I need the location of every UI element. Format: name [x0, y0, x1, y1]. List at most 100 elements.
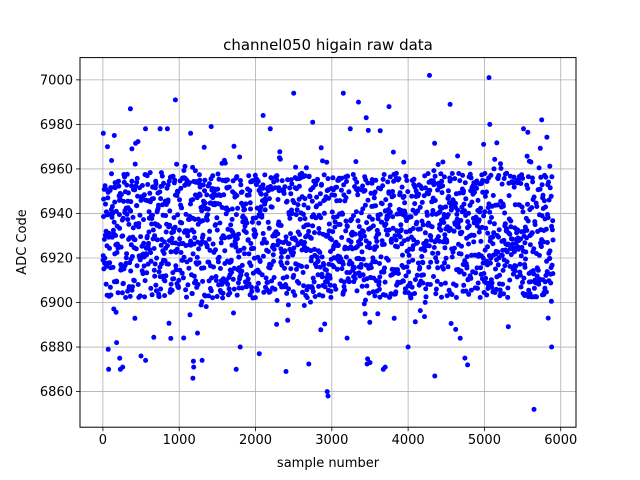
data-point: [430, 208, 436, 213]
data-point: [372, 189, 378, 195]
data-point: [439, 294, 444, 300]
data-point: [181, 168, 187, 173]
data-point: [430, 250, 436, 256]
data-point: [443, 255, 449, 261]
data-point: [168, 335, 174, 341]
data-point: [181, 254, 187, 260]
data-point: [275, 231, 281, 237]
data-point: [190, 358, 196, 364]
data-point: [239, 285, 245, 291]
data-point: [171, 276, 177, 282]
data-point: [515, 227, 521, 233]
data-point: [147, 190, 153, 196]
data-point: [351, 213, 356, 219]
data-point: [431, 245, 437, 250]
data-point: [531, 285, 537, 291]
data-point: [405, 189, 411, 195]
data-point: [110, 264, 116, 270]
data-point: [112, 199, 118, 205]
data-point: [334, 184, 340, 190]
data-point: [157, 189, 163, 195]
data-point: [190, 164, 196, 170]
data-point: [435, 162, 441, 167]
data-point: [215, 259, 221, 265]
data-point: [525, 218, 531, 224]
data-point: [318, 215, 324, 221]
data-point: [367, 319, 373, 325]
data-point: [130, 284, 135, 290]
data-point: [300, 270, 306, 275]
data-point: [213, 274, 219, 279]
data-point: [494, 140, 500, 146]
data-point: [474, 265, 480, 271]
data-point: [287, 185, 293, 191]
data-point: [152, 273, 158, 279]
data-point: [448, 321, 454, 326]
data-point: [278, 223, 284, 228]
data-point: [529, 205, 535, 211]
data-point: [166, 320, 172, 326]
data-point: [465, 219, 471, 225]
data-point: [488, 172, 494, 178]
data-point: [209, 275, 215, 281]
data-point: [116, 178, 121, 184]
data-point: [453, 326, 459, 332]
data-point: [294, 266, 299, 272]
data-point: [107, 284, 113, 290]
data-point: [257, 259, 263, 264]
data-point: [301, 202, 307, 208]
data-point: [259, 272, 265, 278]
data-point: [401, 159, 407, 165]
data-point: [333, 286, 339, 292]
data-point: [156, 294, 162, 300]
data-point: [368, 265, 374, 271]
data-point: [492, 156, 498, 162]
data-point: [427, 72, 432, 78]
data-point: [193, 278, 199, 284]
data-point: [545, 215, 551, 221]
data-point: [284, 260, 290, 266]
data-point: [539, 182, 545, 188]
data-point: [226, 184, 232, 190]
data-point: [401, 193, 407, 199]
data-point: [322, 284, 328, 290]
data-point: [120, 215, 126, 221]
data-point: [237, 154, 243, 160]
data-point: [170, 270, 176, 276]
data-point: [412, 291, 418, 296]
data-point: [109, 204, 115, 209]
data-point: [318, 145, 324, 151]
data-point: [135, 139, 141, 145]
data-point: [306, 228, 312, 234]
data-point: [531, 194, 537, 200]
data-point: [456, 171, 462, 176]
data-point: [177, 197, 182, 203]
data-point: [505, 294, 511, 300]
data-point: [228, 222, 234, 228]
data-point: [284, 290, 290, 296]
data-point: [548, 298, 554, 304]
data-point: [161, 180, 167, 186]
data-point: [163, 229, 169, 235]
data-point: [390, 189, 395, 194]
data-point: [128, 199, 134, 205]
x-tick-label: 1000: [163, 433, 196, 448]
data-point: [377, 274, 383, 280]
data-point: [352, 231, 358, 237]
data-point: [103, 281, 109, 287]
data-point: [437, 222, 443, 228]
data-point: [231, 286, 237, 292]
data-point: [481, 271, 487, 276]
y-tick-label: 6880: [40, 341, 73, 356]
data-point: [160, 202, 165, 208]
data-point: [547, 185, 553, 191]
data-point: [314, 194, 320, 200]
data-point: [412, 201, 418, 207]
data-point: [238, 272, 244, 278]
data-point: [129, 146, 135, 152]
data-point: [382, 279, 388, 285]
data-point: [419, 186, 425, 191]
data-point: [417, 308, 423, 314]
data-point: [528, 159, 534, 165]
data-point: [372, 293, 378, 299]
